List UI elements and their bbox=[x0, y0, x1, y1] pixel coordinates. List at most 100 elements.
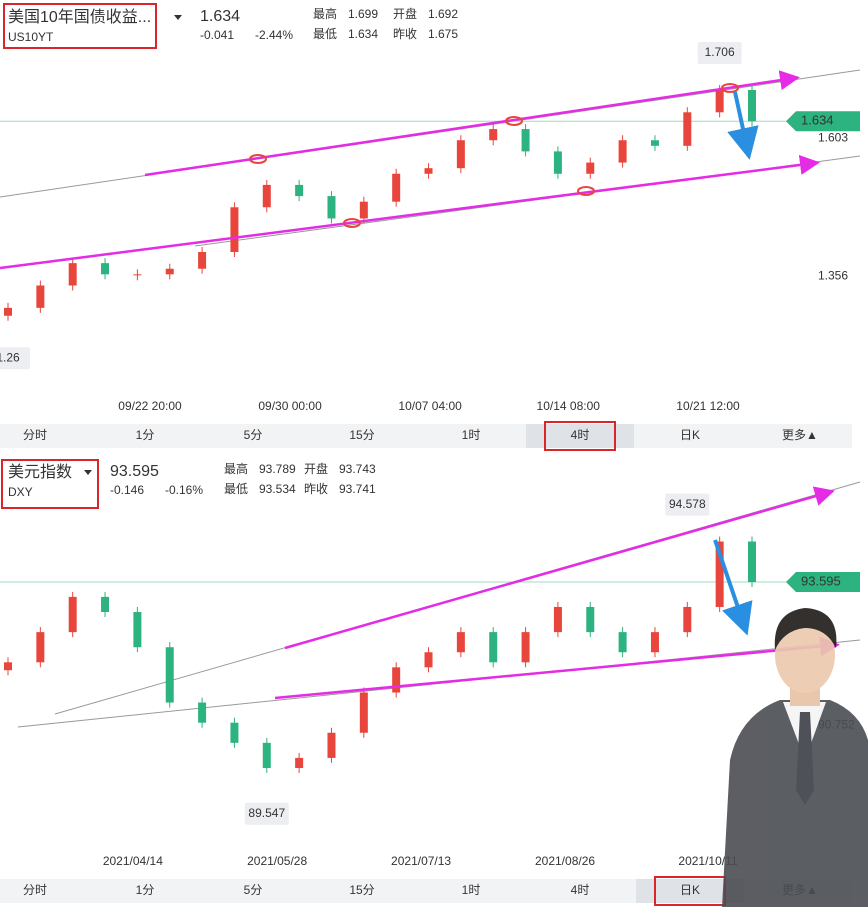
annotation-box bbox=[665, 493, 710, 516]
tab[interactable]: 4时 bbox=[571, 428, 590, 442]
candle-body bbox=[262, 742, 271, 768]
candle-body bbox=[262, 184, 271, 208]
candle-body bbox=[133, 611, 142, 648]
candle-body bbox=[424, 168, 433, 174]
price-tag bbox=[786, 572, 860, 593]
x-tick-label: 2021/07/13 bbox=[391, 854, 451, 868]
tab[interactable]: 1分 bbox=[136, 883, 155, 897]
x-tick-label: 10/14 08:00 bbox=[537, 399, 601, 413]
symbol-name: 美国10年国债收益... bbox=[8, 8, 151, 26]
tab[interactable]: 1时 bbox=[462, 883, 481, 897]
field-label: 开盘 bbox=[304, 461, 328, 476]
dropdown[interactable] bbox=[174, 15, 182, 20]
candle-body bbox=[683, 112, 692, 146]
annotation-box bbox=[244, 802, 289, 825]
candle-body bbox=[650, 632, 659, 653]
candle-body bbox=[68, 596, 77, 633]
tab[interactable]: 日K bbox=[680, 883, 700, 897]
candle-body bbox=[198, 702, 207, 723]
field-label: 最高 bbox=[313, 6, 337, 21]
tab[interactable]: 5分 bbox=[244, 428, 263, 442]
candle-body bbox=[4, 307, 12, 316]
candle-body bbox=[489, 129, 498, 141]
annotation-box bbox=[0, 347, 30, 370]
candle-body bbox=[424, 652, 433, 668]
channel-line bbox=[274, 636, 840, 700]
candle-body bbox=[295, 757, 304, 768]
tab-bar bbox=[0, 424, 852, 448]
field-label: 开盘 bbox=[393, 6, 417, 21]
tab[interactable]: 15分 bbox=[349, 883, 374, 897]
x-tick-label: 10/07 04:00 bbox=[398, 399, 462, 413]
candle-body bbox=[165, 647, 174, 703]
candle-body bbox=[618, 632, 627, 653]
down-arrow bbox=[727, 91, 759, 160]
highlight-box bbox=[1, 459, 99, 509]
x-tick-label: 2021/04/14 bbox=[103, 854, 163, 868]
chart-panel: 90.75293.59594.57889.5472021/04/142021/0… bbox=[0, 455, 861, 906]
candle-body bbox=[101, 596, 110, 612]
symbol-code: US10YT bbox=[8, 30, 54, 44]
y-tick-label: 1.603 bbox=[818, 131, 848, 145]
candle-body bbox=[521, 632, 530, 663]
candle-body bbox=[4, 662, 12, 671]
field-value: 93.534 bbox=[259, 482, 296, 496]
price-tag bbox=[786, 111, 860, 132]
field-value: 1.699 bbox=[348, 7, 378, 21]
candle-body bbox=[586, 162, 595, 174]
candle-body bbox=[715, 89, 724, 113]
candle-body bbox=[748, 541, 756, 583]
annotation-label: 1.706 bbox=[705, 45, 735, 59]
x-tick-label: 09/30 00:00 bbox=[258, 399, 322, 413]
price-tag-label: 93.595 bbox=[801, 573, 841, 588]
candle-body bbox=[327, 196, 336, 219]
hair bbox=[774, 608, 837, 650]
price-tag-label: 1.634 bbox=[801, 113, 834, 128]
change: -0.146 bbox=[110, 483, 144, 497]
candle-body bbox=[683, 606, 692, 633]
presenter-photo bbox=[722, 608, 868, 907]
channel-line bbox=[284, 486, 835, 650]
annotation-label: 94.578 bbox=[669, 497, 706, 511]
price: 1.634 bbox=[200, 8, 240, 25]
tab[interactable]: 分时 bbox=[23, 883, 47, 897]
touch-ring bbox=[721, 83, 739, 93]
candle-body bbox=[456, 140, 465, 169]
field-value: 93.741 bbox=[339, 482, 376, 496]
candle-body bbox=[359, 692, 368, 733]
tab[interactable]: 日K bbox=[680, 428, 700, 442]
candle-body bbox=[456, 632, 465, 653]
tab[interactable]: 分时 bbox=[23, 428, 47, 442]
touch-ring bbox=[505, 116, 523, 126]
candle-body bbox=[586, 606, 595, 633]
candle-body bbox=[392, 173, 401, 202]
field-label: 昨收 bbox=[393, 27, 417, 41]
change-pct: -0.16% bbox=[165, 483, 203, 497]
field-label: 最低 bbox=[313, 27, 337, 41]
tab[interactable]: 1时 bbox=[462, 428, 481, 442]
candle-body bbox=[359, 201, 368, 219]
field-value: 1.675 bbox=[428, 27, 458, 41]
candle-body bbox=[650, 140, 659, 146]
tab[interactable]: 4时 bbox=[571, 883, 590, 897]
dropdown[interactable] bbox=[84, 470, 92, 475]
channel-line bbox=[144, 70, 800, 177]
candle-body bbox=[230, 207, 239, 252]
candle-body bbox=[521, 129, 530, 152]
candle-body bbox=[230, 722, 239, 743]
tab[interactable]: 5分 bbox=[244, 883, 263, 897]
candle-body bbox=[489, 632, 498, 663]
tab[interactable]: 15分 bbox=[349, 428, 374, 442]
symbol-code: DXY bbox=[8, 485, 33, 499]
candle-body bbox=[133, 274, 142, 276]
tab[interactable]: 更多▲ bbox=[782, 428, 818, 442]
tab[interactable]: 1分 bbox=[136, 428, 155, 442]
field-label: 最高 bbox=[224, 461, 248, 476]
candle-body bbox=[36, 285, 45, 308]
symbol-name: 美元指数 bbox=[8, 463, 72, 481]
x-tick-label: 2021/05/28 bbox=[247, 854, 307, 868]
candle-body bbox=[295, 184, 304, 197]
channel-line bbox=[0, 154, 820, 270]
candle-body bbox=[618, 140, 627, 163]
